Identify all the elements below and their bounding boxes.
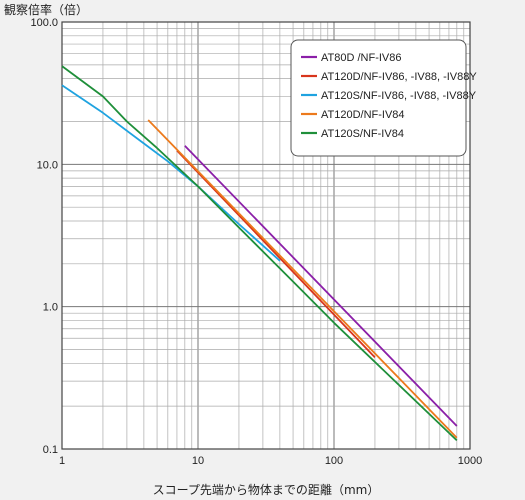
series-line-5 (61, 65, 458, 442)
legend-box (290, 39, 467, 157)
plot-frame (61, 21, 471, 450)
y-tick-label: 100.0 (30, 17, 58, 29)
x-axis-title: スコープ先端から物体までの距離（mm） (153, 483, 380, 497)
y-tick-label: 0.1 (43, 444, 58, 456)
series-line-2 (176, 149, 376, 359)
legend-label: AT80D /NF-IV86 (321, 52, 402, 64)
series-line-3 (61, 84, 281, 262)
y-tick-label: 1.0 (43, 302, 58, 314)
x-tick-label: 10 (192, 455, 204, 467)
legend: AT80D /NF-IV86 AT120D/NF-IV86, -IV88, -IV… (290, 39, 477, 157)
legend-items: AT80D /NF-IV86 AT120D/NF-IV86, -IV88, -IV… (301, 52, 477, 140)
legend-label: AT120D/NF-IV86, -IV88, -IV88Y (321, 71, 477, 83)
series-line-1 (184, 145, 458, 427)
x-tick-label: 1000 (458, 455, 482, 467)
x-tick-label: 1 (59, 455, 65, 467)
x-tick-label: 100 (325, 455, 343, 467)
tick-labels: 1 10 100 1000 100.0 10.0 1.0 0.1 (30, 17, 482, 467)
legend-label: AT120S/NF-IV86, -IV88, -IV88Y (321, 90, 477, 102)
y-axis-title: 観察倍率（倍） (4, 2, 88, 17)
series-lines (61, 65, 458, 442)
series-line-4 (147, 119, 458, 439)
legend-label: AT120D/NF-IV84 (321, 109, 405, 121)
legend-label: AT120S/NF-IV84 (321, 128, 404, 140)
y-tick-label: 10.0 (37, 159, 58, 171)
